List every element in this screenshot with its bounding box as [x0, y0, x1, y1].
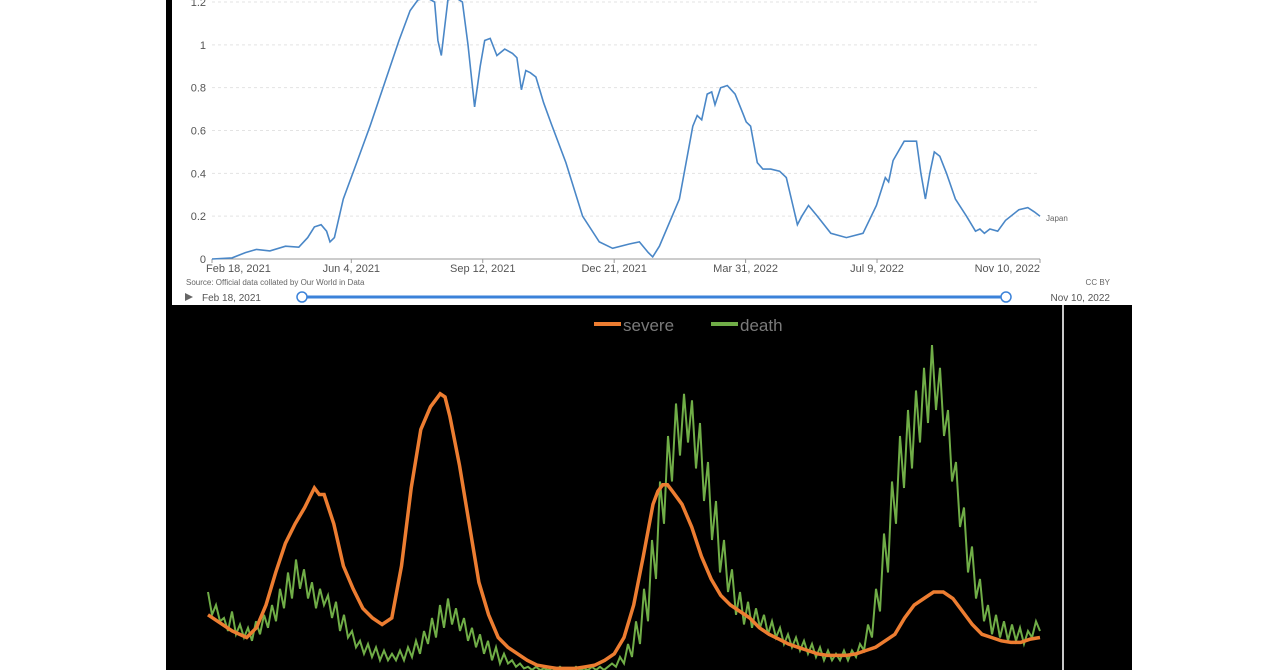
series-label-japan: Japan: [1046, 214, 1068, 223]
bottom-chart-panel: severe death: [166, 305, 1132, 670]
y-tick-label: 0.6: [191, 126, 206, 138]
y-tick-label: 1: [200, 40, 206, 52]
slider-end-label: Nov 10, 2022: [1051, 293, 1111, 304]
slider-start-handle[interactable]: [296, 291, 308, 303]
x-tick-label: Mar 31, 2022: [713, 263, 778, 275]
severe-series-line: [207, 391, 1041, 670]
timeline-slider[interactable]: Feb 18, 2021 Nov 10, 2022: [185, 291, 1111, 304]
y-tick-label: 0: [200, 254, 206, 266]
source-note: Source: Official data collated by Our Wo…: [186, 278, 365, 287]
top-chart-panel: 0 0.2 0.4 0.6 0.8 1 1.2 Feb 18, 2021 Jun 4, 202…: [166, 0, 1122, 305]
death-series-line: [207, 344, 1041, 670]
legend: severe death: [594, 316, 783, 335]
x-tick-label: Nov 10, 2022: [975, 263, 1040, 275]
panel-divider: [1062, 305, 1064, 670]
y-tick-label: 0.8: [191, 83, 206, 95]
x-tick-label: Sep 12, 2021: [450, 263, 515, 275]
japan-series-line: [211, 0, 1041, 260]
top-line-chart: 0 0.2 0.4 0.6 0.8 1 1.2 Feb 18, 2021 Jun 4, 202…: [185, 0, 1111, 304]
x-tick-label: Feb 18, 2021: [206, 263, 271, 275]
slider-track[interactable]: [300, 295, 1008, 299]
x-tick-label: Jun 4, 2021: [323, 263, 381, 275]
x-tick-label: Dec 21, 2021: [581, 263, 646, 275]
x-tick-label: Jul 9, 2022: [850, 263, 904, 275]
play-icon[interactable]: [185, 293, 193, 301]
severe-death-chart: severe death: [207, 316, 1041, 670]
license-label: CC BY: [1086, 278, 1111, 287]
y-tick-label: 0.2: [191, 211, 206, 223]
slider-start-label: Feb 18, 2021: [202, 293, 261, 304]
y-tick-label: 1.2: [191, 0, 206, 9]
legend-label-severe: severe: [623, 316, 674, 335]
slider-end-handle[interactable]: [1000, 291, 1012, 303]
y-tick-label: 0.4: [191, 168, 206, 180]
legend-label-death: death: [740, 316, 783, 335]
